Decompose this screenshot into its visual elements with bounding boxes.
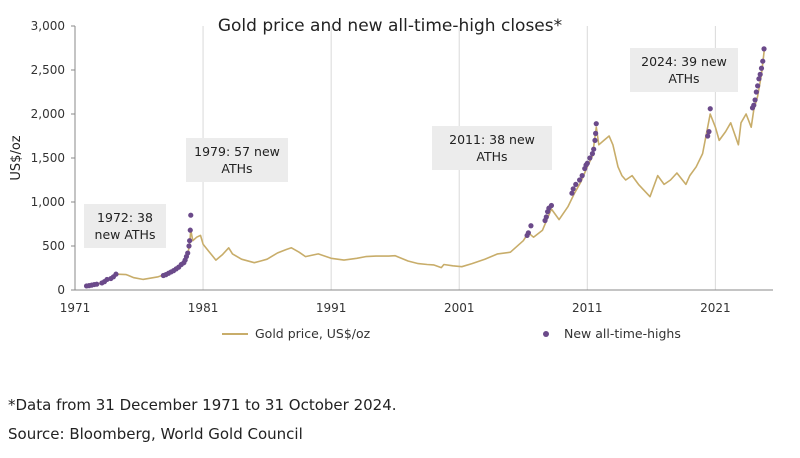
ath-point (528, 223, 534, 229)
legend: Gold price, US$/oz New all-time-highs (222, 326, 681, 341)
legend-dot-swatch (543, 331, 549, 337)
ath-point (570, 186, 576, 192)
ath-point (591, 146, 597, 152)
y-tick-label: 1,000 (31, 195, 65, 209)
ath-point (587, 155, 593, 161)
y-tick-label: 2,500 (31, 63, 65, 77)
ath-point (188, 212, 194, 218)
callout-box (186, 138, 288, 182)
grid (74, 26, 716, 290)
callout-box (84, 204, 166, 248)
legend-label-ath: New all-time-highs (564, 326, 681, 341)
ath-point (705, 133, 711, 139)
callout-text-line2: ATHs (476, 149, 507, 164)
ath-point (525, 230, 531, 236)
ath-point (577, 177, 583, 183)
ath-point (757, 71, 763, 77)
callout-text-line1: 2011: 38 new (449, 132, 535, 147)
ath-point (707, 106, 713, 112)
ath-point (761, 46, 767, 52)
callout-text-line1: 1979: 57 new (194, 144, 280, 159)
ath-point (756, 76, 762, 82)
ath-point (593, 121, 599, 127)
ath-point (593, 130, 599, 136)
ath-point (760, 58, 766, 64)
callout-text-line2: new ATHs (95, 227, 156, 242)
x-tick-label: 2021 (700, 301, 731, 315)
y-tick-label: 2,000 (31, 107, 65, 121)
y-axis-label: US$/oz (9, 135, 24, 180)
ath-point (753, 89, 759, 95)
y-tick-label: 0 (57, 283, 65, 297)
callout-box (432, 126, 552, 170)
x-tick-label: 1991 (316, 301, 347, 315)
x-tick-label: 2011 (572, 301, 603, 315)
callout-text-line1: 2024: 39 new (641, 54, 727, 69)
x-tick-label: 2001 (444, 301, 475, 315)
ath-point (543, 214, 549, 220)
ath-point (573, 181, 579, 187)
ath-point (186, 243, 192, 249)
ath-point (592, 137, 598, 143)
ath-point (113, 271, 119, 277)
x-tick-label: 1981 (188, 301, 219, 315)
ath-point (187, 238, 193, 244)
ath-point (751, 102, 757, 108)
callout-text-line1: 1972: 38 (97, 210, 153, 225)
callouts: 1972: 38 new ATHs 1979: 57 new ATHs 2011: 38… (84, 48, 738, 248)
ath-point (579, 173, 585, 179)
ath-point (758, 65, 765, 71)
ath-point (187, 227, 193, 233)
ath-point (569, 190, 575, 196)
axes: 1971 1981 1991 2001 2011 2021 0 500 1,000 1,500 2,… (31, 19, 773, 315)
source-note: Source: Bloomberg, World Gold Council (8, 425, 303, 443)
ath-point (589, 151, 596, 157)
ath-point (94, 281, 100, 287)
ath-point (185, 250, 191, 256)
y-tick-label: 1,500 (31, 151, 65, 165)
ath-point (755, 83, 761, 89)
legend-label-gold-price: Gold price, US$/oz (255, 326, 371, 341)
callout-text-line2: ATHs (221, 161, 252, 176)
ath-point (548, 202, 555, 209)
y-tick-label: 3,000 (31, 19, 65, 33)
ath-point (752, 97, 758, 103)
chart-title: Gold price and new all-time-high closes* (218, 16, 562, 36)
callout-text-line2: ATHs (668, 71, 699, 86)
x-tick-label: 1971 (60, 301, 91, 315)
ath-point (706, 129, 712, 135)
ath-points-layer (83, 46, 767, 289)
ath-point (584, 160, 590, 166)
callout-box (630, 48, 738, 92)
y-tick-label: 500 (42, 239, 65, 253)
footnote: *Data from 31 December 1971 to 31 Octobe… (8, 396, 397, 414)
